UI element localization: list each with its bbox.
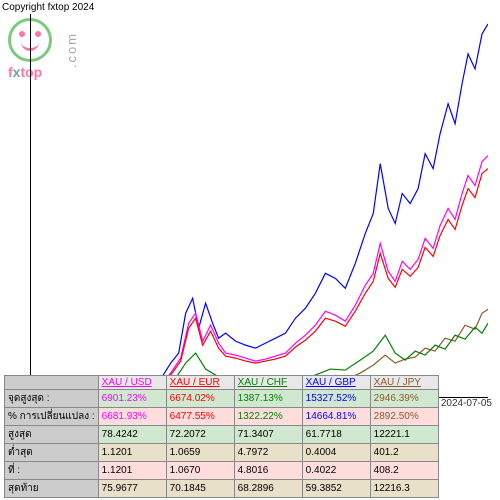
table-cell: 6681.93% (98, 408, 166, 426)
table-header: XAU / JPY (370, 376, 438, 390)
table-cell: 78.4242 (98, 426, 166, 444)
table-cell: 4.7972 (234, 444, 302, 462)
table-cell: 59.3852 (302, 480, 370, 498)
table-cell: 61.7718 (302, 426, 370, 444)
table-cell: 401.2 (370, 444, 438, 462)
table-cell: 72.2072 (166, 426, 234, 444)
table-cell: 15327.52% (302, 390, 370, 408)
table-cell: 2946.39% (370, 390, 438, 408)
table-cell: 75.9677 (98, 480, 166, 498)
table-cell: 1.1201 (98, 444, 166, 462)
table-header: XAU / EUR (166, 376, 234, 390)
table-cell: 1322.22% (234, 408, 302, 426)
table-header: XAU / CHF (234, 376, 302, 390)
table-cell: 1.0670 (166, 462, 234, 480)
gold-price-chart (30, 14, 488, 398)
table-header: XAU / GBP (302, 376, 370, 390)
table-cell: 6674.02% (166, 390, 234, 408)
row-label: ต่ำสุด (5, 444, 99, 462)
table-cell: 6901.23% (98, 390, 166, 408)
data-table: XAU / USDXAU / EURXAU / CHFXAU / GBPXAU … (4, 375, 439, 498)
table-header (5, 376, 99, 390)
table-cell: 1.0659 (166, 444, 234, 462)
row-label: สูงสุด (5, 426, 99, 444)
table-cell: 0.4004 (302, 444, 370, 462)
row-label: สุดท้าย (5, 480, 99, 498)
table-cell: 6477.55% (166, 408, 234, 426)
copyright-text: Copyright fxtop 2024 (2, 2, 94, 13)
table-cell: 408.2 (370, 462, 438, 480)
table-cell: 71.3407 (234, 426, 302, 444)
table-cell: 0.4022 (302, 462, 370, 480)
table-header: XAU / USD (98, 376, 166, 390)
x-end-label: 2024-07-05 (441, 398, 492, 409)
table-cell: 68.2896 (234, 480, 302, 498)
row-label: ที่ : (5, 462, 99, 480)
table-cell: 12221.1 (370, 426, 438, 444)
table-cell: 2892.50% (370, 408, 438, 426)
table-cell: 1387.13% (234, 390, 302, 408)
table-cell: 14664.81% (302, 408, 370, 426)
row-label: จุดสูงสุด : (5, 390, 99, 408)
table-cell: 12216.3 (370, 480, 438, 498)
table-cell: 4.8016 (234, 462, 302, 480)
table-cell: 1.1201 (98, 462, 166, 480)
row-label: % การเปลี่ยนแปลง : (5, 408, 99, 426)
table-cell: 70.1845 (166, 480, 234, 498)
